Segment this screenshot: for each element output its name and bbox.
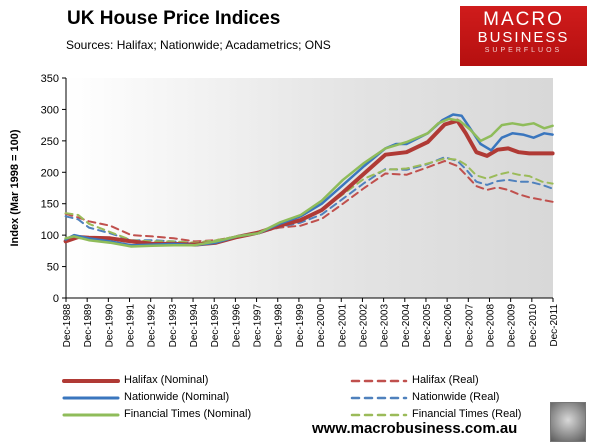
x-tick-label: Dec-2007 [464, 304, 475, 348]
y-tick-label: 0 [53, 293, 59, 305]
y-tick-label: 200 [41, 167, 59, 179]
series-line-financial-times-real [64, 157, 554, 244]
y-tick-label: 50 [47, 262, 59, 274]
x-tick-label: Dec-2002 [358, 304, 369, 348]
page-title: UK House Price Indices [67, 8, 281, 29]
macrobusiness-logo: MACRO BUSINESS SUPERFLUOS [460, 6, 587, 66]
y-tick-label: 100 [41, 230, 59, 242]
footer-url: www.macrobusiness.com.au [312, 420, 518, 437]
legend-swatch [350, 379, 408, 383]
logo-line-1: MACRO [483, 9, 564, 30]
series-line-halifax-nominal [63, 118, 555, 247]
legend-label: Halifax (Nominal) [124, 374, 209, 386]
x-tick-label: Dec-2008 [485, 304, 496, 348]
x-tick-label: Dec-2006 [443, 304, 454, 348]
legend-swatch [350, 396, 408, 400]
legend-label: Nationwide (Nominal) [124, 391, 230, 403]
x-tick-label: Dec-2011 [549, 304, 560, 347]
x-tick-label: Dec-2005 [422, 304, 433, 348]
x-tick-label: Dec-2003 [380, 304, 391, 348]
x-tick-label: Dec-2010 [528, 304, 539, 348]
x-tick-label: Dec-1994 [189, 304, 200, 348]
legend-label: Financial Times (Nominal) [124, 408, 252, 420]
x-tick-label: Dec-1989 [83, 304, 94, 348]
legend-swatch [62, 379, 120, 383]
x-tick-label: Dec-1995 [210, 304, 221, 348]
legend-swatch [62, 396, 120, 400]
series-line-financial-times-nominal [64, 117, 554, 248]
wolf-emblem-icon [550, 402, 586, 442]
y-tick-label: 250 [41, 136, 59, 148]
x-tick-label: Dec-1999 [295, 304, 306, 348]
x-tick-label: Dec-1992 [147, 304, 158, 348]
plot-area [66, 78, 553, 298]
x-tick-label: Dec-2009 [507, 304, 518, 348]
series-lines [63, 113, 555, 248]
x-tick-label: Dec-2004 [401, 304, 412, 348]
axes: 0 50 100 150 200 250 300 350 Dec-1988 Dec-1989 Dec… [41, 73, 560, 347]
legend-label: Nationwide (Real) [412, 391, 500, 403]
y-tick-label: 150 [41, 199, 59, 211]
x-tick-label: Dec-2000 [316, 304, 327, 348]
y-tick-label: 300 [41, 104, 59, 116]
x-tick-label: Dec-1993 [168, 304, 179, 348]
y-tick-label: 350 [41, 73, 59, 85]
series-line-halifax-real [64, 160, 554, 243]
chart-subtitle: Sources: Halifax; Nationwide; Acadametri… [66, 38, 331, 52]
x-tick-label: Dec-2001 [337, 304, 348, 348]
legend-label: Financial Times (Real) [412, 408, 522, 420]
x-tick-label: Dec-1988 [62, 304, 73, 348]
legend-swatch [62, 413, 120, 417]
x-tick-label: Dec-1990 [104, 304, 115, 348]
y-axis-label: Index (Mar 1998 = 100) [9, 129, 21, 246]
logo-line-3: SUPERFLUOS [484, 47, 563, 54]
chart-legend: Halifax (Nominal) Halifax (Real) Nationwid… [62, 374, 582, 424]
x-tick-label: Dec-1996 [231, 304, 242, 348]
legend-label: Halifax (Real) [412, 374, 479, 386]
legend-swatch [350, 413, 408, 417]
logo-line-2: BUSINESS [477, 29, 570, 46]
x-tick-label: Dec-1997 [253, 304, 264, 348]
x-tick-label: Dec-1998 [274, 304, 285, 348]
x-tick-label: Dec-1991 [126, 304, 137, 348]
